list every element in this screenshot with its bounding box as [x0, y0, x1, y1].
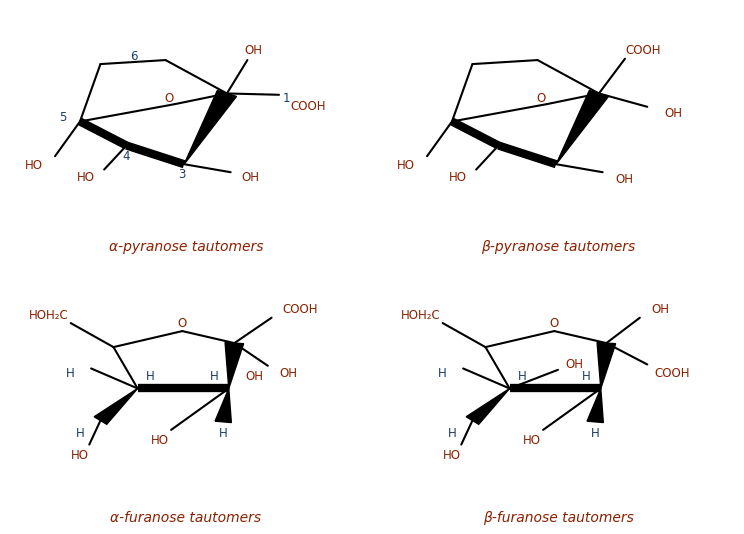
Text: 4: 4 — [123, 150, 130, 163]
Text: COOH: COOH — [626, 44, 661, 57]
Text: HOH₂C: HOH₂C — [400, 309, 440, 321]
Text: H: H — [438, 367, 447, 380]
Text: OH: OH — [664, 107, 682, 120]
Text: α-furanose tautomers: α-furanose tautomers — [110, 511, 262, 525]
Polygon shape — [597, 342, 615, 389]
Text: OH: OH — [279, 367, 297, 380]
Text: OH: OH — [244, 44, 262, 57]
Text: 5: 5 — [60, 111, 67, 124]
Text: OH: OH — [616, 173, 634, 186]
Text: O: O — [164, 92, 174, 105]
Text: H: H — [66, 367, 75, 380]
Text: COOH: COOH — [283, 303, 318, 316]
Text: 1: 1 — [283, 92, 290, 105]
Polygon shape — [185, 90, 237, 164]
Text: HO: HO — [71, 449, 89, 462]
Text: HO: HO — [523, 434, 541, 447]
Text: COOH: COOH — [290, 100, 326, 113]
Text: H: H — [210, 370, 218, 383]
Text: 3: 3 — [179, 168, 186, 182]
Polygon shape — [225, 342, 243, 389]
Text: HO: HO — [449, 171, 466, 184]
Text: O: O — [550, 317, 559, 329]
Text: H: H — [519, 370, 527, 383]
Text: HOH₂C: HOH₂C — [28, 309, 68, 321]
Text: OH: OH — [565, 358, 584, 371]
Text: 2: 2 — [219, 95, 227, 108]
Polygon shape — [466, 389, 510, 425]
Text: H: H — [147, 370, 155, 383]
Text: H: H — [582, 370, 590, 383]
Polygon shape — [557, 90, 609, 164]
Text: OH: OH — [242, 171, 260, 184]
Text: α-pyranose tautomers: α-pyranose tautomers — [109, 240, 263, 254]
Text: COOH: COOH — [655, 367, 690, 380]
Text: HO: HO — [151, 434, 169, 447]
Text: O: O — [178, 317, 187, 329]
Polygon shape — [94, 389, 138, 425]
Text: HO: HO — [77, 171, 94, 184]
Polygon shape — [587, 389, 603, 422]
Text: β-pyranose tautomers: β-pyranose tautomers — [481, 240, 635, 254]
Text: β-furanose tautomers: β-furanose tautomers — [483, 511, 633, 525]
Polygon shape — [215, 389, 231, 422]
Text: HO: HO — [25, 159, 42, 172]
Text: HO: HO — [443, 449, 461, 462]
Text: HO: HO — [397, 159, 414, 172]
Text: OH: OH — [651, 303, 669, 316]
Text: O: O — [536, 92, 546, 105]
Text: 6: 6 — [130, 50, 138, 62]
Text: OH: OH — [246, 370, 263, 383]
Text: H: H — [219, 427, 228, 441]
Text: H: H — [448, 427, 456, 441]
Text: H: H — [591, 427, 600, 441]
Text: H: H — [76, 427, 84, 441]
